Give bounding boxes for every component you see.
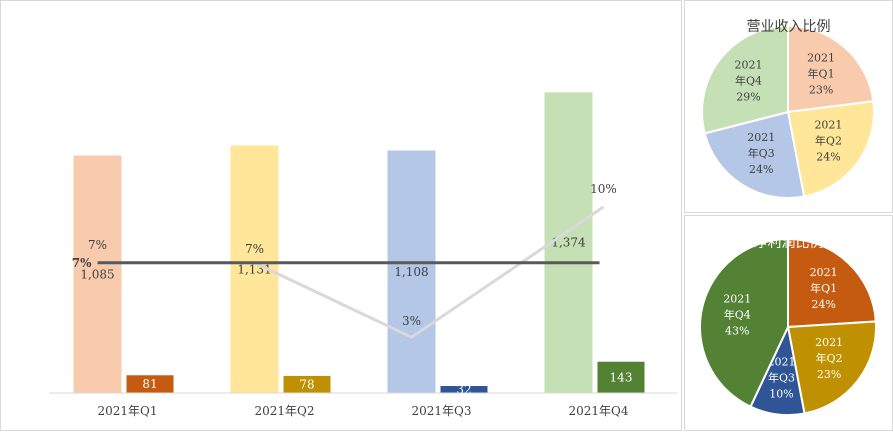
- pie-slice-year-label: 2021: [747, 131, 775, 144]
- profit-pie-chart: 2021 年Q1 24% 2021 年Q2 23% 2021 年Q3 10% 2021 年Q4 43%: [699, 237, 877, 416]
- pie-slice-quarter-label: 年Q3: [768, 371, 795, 385]
- pie-slice-quarter-label: 年Q1: [810, 281, 837, 295]
- profit-bar-label: 32: [456, 382, 471, 396]
- net-margin-label: 3%: [402, 314, 421, 328]
- x-tick-label: 2021年Q3: [411, 404, 471, 418]
- revenue-pie-title: 营业收入比例: [746, 19, 831, 35]
- pie-slice: [787, 24, 875, 114]
- net-margin-line: [97, 205, 605, 339]
- pie-slice-year-label: 2021: [807, 51, 835, 64]
- pie-slice-quarter-label: 年Q4: [735, 73, 762, 87]
- net-margin-label: 7%: [245, 242, 264, 256]
- profit-pie-panel: 净利润比例 2021 年Q1 24% 2021 年Q2 23% 2021 年Q3 10% 2021…: [684, 215, 893, 431]
- profit-bar: [126, 375, 174, 393]
- pie-slice: [701, 24, 789, 135]
- pie-slice-percent-label: 29%: [736, 90, 760, 103]
- pie-slice-quarter-label: 年Q4: [724, 308, 751, 322]
- pie-slice-percent-label: 10%: [769, 388, 793, 401]
- pie-slice-quarter-label: 年Q2: [816, 351, 843, 365]
- revenue-bar-label: 1,108: [394, 265, 428, 279]
- profit-bar-label: 78: [299, 377, 314, 391]
- revenue-bar-label: 1,374: [551, 236, 586, 250]
- net-margin-label: 7%: [88, 238, 107, 252]
- pie-slice-year-label: 2021: [723, 293, 751, 306]
- profit-pie-title: 净利润比例: [753, 235, 824, 251]
- pie-slice-percent-label: 24%: [811, 298, 835, 311]
- pie-slice-year-label: 2021: [734, 58, 762, 71]
- pie-slice: [786, 320, 877, 415]
- average-margin-label: 7%: [72, 256, 92, 270]
- pie-slice-year-label: 2021: [810, 266, 838, 279]
- combo-chart-panel: 1,085 81 2021年Q1 1,131 78 2021年Q2 1,108 32 2021年…: [0, 0, 682, 431]
- pie-slice-year-label: 2021: [767, 356, 795, 369]
- x-tick-label: 2021年Q4: [568, 404, 628, 418]
- profit-bar: [440, 385, 488, 393]
- x-tick-label: 2021年Q2: [254, 404, 314, 418]
- net-margin-label: 10%: [590, 182, 617, 196]
- pie-slice-percent-label: 23%: [817, 368, 841, 381]
- pie-slice-quarter-label: 年Q1: [808, 66, 835, 80]
- pie-slice-percent-label: 24%: [749, 163, 773, 176]
- pie-slice: [787, 237, 877, 329]
- revenue-pie-chart: 2021 年Q1 23% 2021 年Q2 24% 2021 年Q3 24% 2021 年Q4 29%: [701, 24, 875, 199]
- profit-bar: [597, 361, 645, 393]
- profit-bar-label: 81: [142, 377, 157, 391]
- pie-slice-percent-label: 24%: [816, 150, 840, 163]
- profit-bar: [283, 375, 331, 393]
- pie-slice-quarter-label: 年Q3: [748, 146, 775, 160]
- pie-slice-quarter-label: 年Q2: [815, 133, 842, 147]
- pie-slice-percent-label: 23%: [809, 83, 833, 96]
- pie-slice: [703, 110, 806, 199]
- pie-slice-year-label: 2021: [815, 336, 843, 349]
- revenue-bar: [387, 150, 436, 393]
- revenue-bar-label: 1,085: [80, 267, 114, 281]
- combo-chart: 1,085812021年Q11,131782021年Q21,108322021年…: [49, 92, 677, 418]
- pie-slice: [699, 237, 789, 408]
- pie-slice-percent-label: 43%: [725, 325, 749, 338]
- revenue-bar: [73, 155, 122, 393]
- revenue-pie-panel: 营业收入比例 2021 年Q1 23% 2021 年Q2 24% 2021 年Q3 24% 202…: [684, 0, 893, 213]
- pie-slice-year-label: 2021: [814, 118, 842, 131]
- profit-bar-label: 143: [610, 370, 633, 384]
- x-tick-label: 2021年Q1: [97, 404, 157, 418]
- pie-slice: [786, 100, 875, 198]
